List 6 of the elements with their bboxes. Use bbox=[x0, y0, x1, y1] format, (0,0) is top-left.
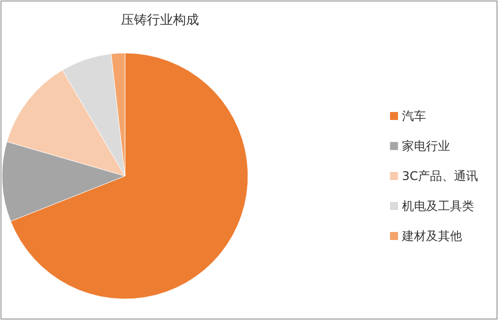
legend-label: 汽车 bbox=[402, 109, 426, 123]
legend-label: 3C产品、通讯 bbox=[402, 169, 478, 183]
legend-label: 家电行业 bbox=[402, 139, 450, 153]
legend-label: 机电及工具类 bbox=[402, 199, 474, 213]
chart-title: 压铸行业构成 bbox=[121, 13, 199, 28]
legend-label: 建材及其他 bbox=[401, 229, 462, 243]
